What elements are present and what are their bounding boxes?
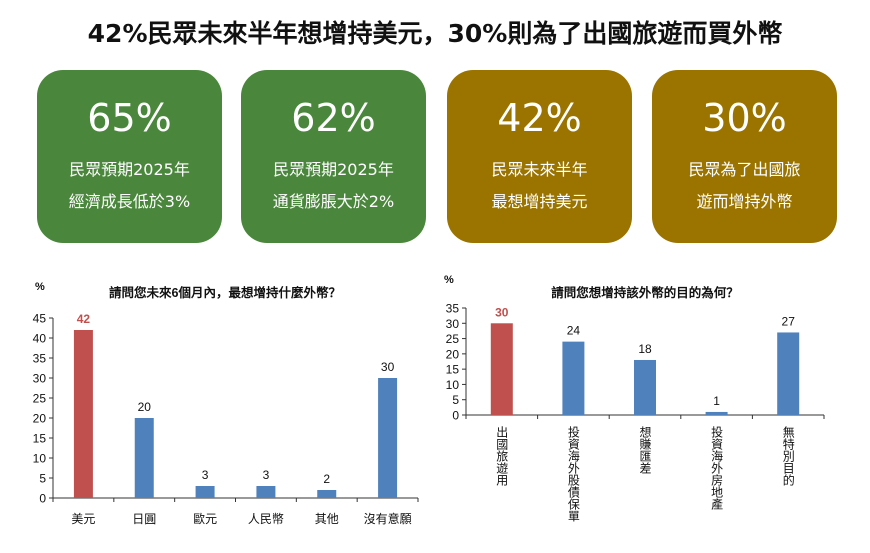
headline: 42%民眾未來半年想增持美元，30%則為了出國旅遊而買外幣 (87, 19, 783, 48)
category-label: 歐元 (193, 511, 217, 526)
category-label: 無特別目的 (781, 425, 795, 486)
category-label: 人民幣 (248, 512, 284, 526)
bar (73, 330, 93, 498)
category-label: 想賺匯差 (638, 425, 652, 474)
category-label: 沒有意願 (364, 511, 412, 526)
data-label: 30 (495, 305, 509, 319)
stat-desc: 民眾預期2025年 (69, 160, 190, 179)
y-tick-label: 10 (446, 378, 460, 392)
bar (317, 490, 337, 498)
stat-card-travel: 30% 民眾為了出國旅 遊而增持外幣 (652, 70, 837, 243)
stat-value: 42% (497, 96, 582, 140)
y-tick-label: 0 (39, 492, 46, 506)
y-tick-label: 15 (33, 432, 47, 446)
bar (705, 411, 728, 415)
category-label: 其他 (315, 512, 339, 526)
y-axis-unit: % (35, 281, 45, 293)
y-tick-label: 40 (33, 332, 47, 346)
stat-card-growth: 65% 民眾預期2025年 經濟成長低於3% (37, 70, 222, 243)
y-tick-label: 25 (446, 332, 460, 346)
category-label: 投資海外股債保單 (566, 425, 580, 522)
bar (490, 323, 513, 415)
y-tick-label: 30 (446, 317, 460, 331)
bar (562, 341, 585, 415)
bar (134, 418, 154, 498)
bar (256, 486, 276, 498)
data-label: 18 (638, 342, 652, 356)
y-tick-label: 5 (452, 393, 459, 407)
y-tick-label: 45 (33, 312, 47, 326)
stat-desc: 民眾為了出國旅 (688, 160, 801, 179)
data-label: 27 (782, 314, 796, 328)
category-label: 投資海外房地產 (710, 425, 724, 511)
data-label: 20 (138, 400, 152, 414)
stat-desc: 民眾未來半年 (491, 160, 588, 179)
y-tick-label: 20 (33, 412, 47, 426)
y-tick-label: 30 (33, 372, 47, 386)
bar (195, 486, 215, 498)
chart-title: 請問您想增持該外幣的目的為何？ (551, 285, 739, 300)
stat-desc: 通貨膨脹大於2% (272, 192, 395, 211)
data-label: 3 (263, 468, 270, 482)
y-tick-label: 15 (446, 363, 460, 377)
data-label: 2 (323, 472, 330, 486)
y-tick-label: 0 (452, 409, 459, 423)
category-label: 出國旅遊用 (495, 426, 509, 487)
stat-card-inflation: 62% 民眾預期2025年 通貨膨脹大於2% (241, 70, 426, 243)
stat-card-usd: 42% 民眾未來半年 最想增持美元 (447, 70, 632, 243)
stat-desc: 最想增持美元 (491, 192, 588, 211)
stat-value: 65% (87, 96, 172, 140)
data-label: 30 (381, 360, 395, 374)
stat-desc: 遊而增持外幣 (696, 192, 793, 211)
y-tick-label: 35 (33, 352, 47, 366)
data-label: 3 (202, 468, 209, 482)
y-tick-label: 20 (446, 347, 460, 361)
y-tick-label: 35 (446, 302, 460, 316)
chart-title: 請問您未來6個月內，最想增持什麼外幣？ (109, 285, 341, 300)
y-tick-label: 5 (39, 472, 46, 486)
data-label: 24 (567, 324, 581, 338)
category-label: 美元 (71, 512, 95, 526)
bar (634, 359, 656, 415)
y-tick-label: 10 (33, 452, 47, 466)
stat-desc: 經濟成長低於3% (68, 192, 191, 211)
bar (378, 378, 398, 498)
y-axis-unit: % (444, 274, 454, 286)
stat-value: 62% (291, 96, 376, 140)
bar (777, 332, 800, 415)
stat-desc: 民眾預期2025年 (273, 160, 394, 179)
y-tick-label: 25 (33, 392, 47, 406)
data-label: 1 (713, 394, 720, 408)
category-label: 日圓 (132, 512, 156, 526)
data-label: 42 (77, 312, 91, 326)
stat-value: 30% (702, 96, 787, 140)
